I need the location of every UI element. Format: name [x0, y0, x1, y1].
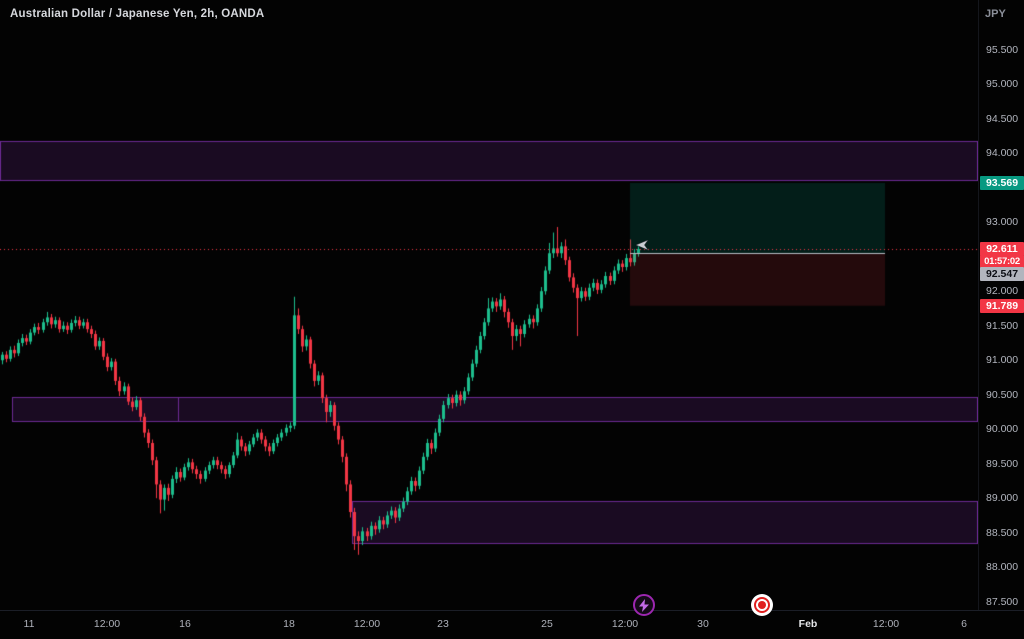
price-tick-label: 95.000: [986, 78, 1019, 91]
price-tick-label: 89.000: [986, 492, 1019, 505]
price-tick-label: 88.500: [986, 526, 1019, 539]
record-button[interactable]: [751, 594, 773, 616]
lightning-button[interactable]: [633, 594, 655, 616]
price-tick-label: 94.500: [986, 112, 1019, 125]
price-tick-label: 87.500: [986, 595, 1019, 608]
price-tick-label: 88.000: [986, 561, 1019, 574]
price-tick-label: 95.500: [986, 43, 1019, 56]
record-ring-icon: [754, 597, 770, 613]
price-tick-label: 90.000: [986, 423, 1019, 436]
price-chart-canvas[interactable]: [0, 0, 978, 610]
price-tick-label: 91.000: [986, 354, 1019, 367]
price-tick-label: 92.000: [986, 285, 1019, 298]
time-tick-label: 12:00: [353, 618, 381, 630]
price-tick-label: 93.000: [986, 216, 1019, 229]
time-tick-label: 16: [179, 618, 191, 630]
time-tick-label: 12:00: [872, 618, 900, 630]
symbol-title[interactable]: Australian Dollar / Japanese Yen, 2h, OA…: [10, 8, 265, 20]
lightning-icon: [639, 598, 649, 612]
target-price-badge: 93.569: [980, 175, 1024, 190]
last-price-badge: 92.611: [980, 242, 1024, 257]
time-tick-label: 11: [23, 618, 35, 630]
price-axis[interactable]: 95.500 95.000 94.500 94.000 93.000 92.000 91.5…: [978, 0, 1024, 610]
time-tick-label: 12:00: [611, 618, 639, 630]
price-tick-label: 90.500: [986, 388, 1019, 401]
time-tick-label: 30: [697, 618, 709, 630]
time-axis[interactable]: 11 12:00 16 18 12:00 23 25 12:00 30 Feb 12:00 6: [0, 610, 1024, 639]
time-tick-label: 23: [437, 618, 449, 630]
entry-price-badge: 92.547: [980, 267, 1024, 282]
price-tick-label: 91.500: [986, 319, 1019, 332]
time-tick-label: 6: [961, 618, 967, 630]
record-dot-icon: [758, 601, 766, 609]
time-tick-label: 12:00: [93, 618, 121, 630]
bar-countdown-badge: 01:57:02: [980, 255, 1024, 269]
time-tick-label: Feb: [798, 618, 818, 630]
price-tick-label: 94.000: [986, 147, 1019, 160]
stop-price-badge: 91.789: [980, 298, 1024, 313]
axis-currency-label: JPY: [985, 8, 1006, 20]
time-tick-label: 18: [283, 618, 295, 630]
price-tick-label: 89.500: [986, 457, 1019, 470]
time-tick-label: 25: [541, 618, 553, 630]
